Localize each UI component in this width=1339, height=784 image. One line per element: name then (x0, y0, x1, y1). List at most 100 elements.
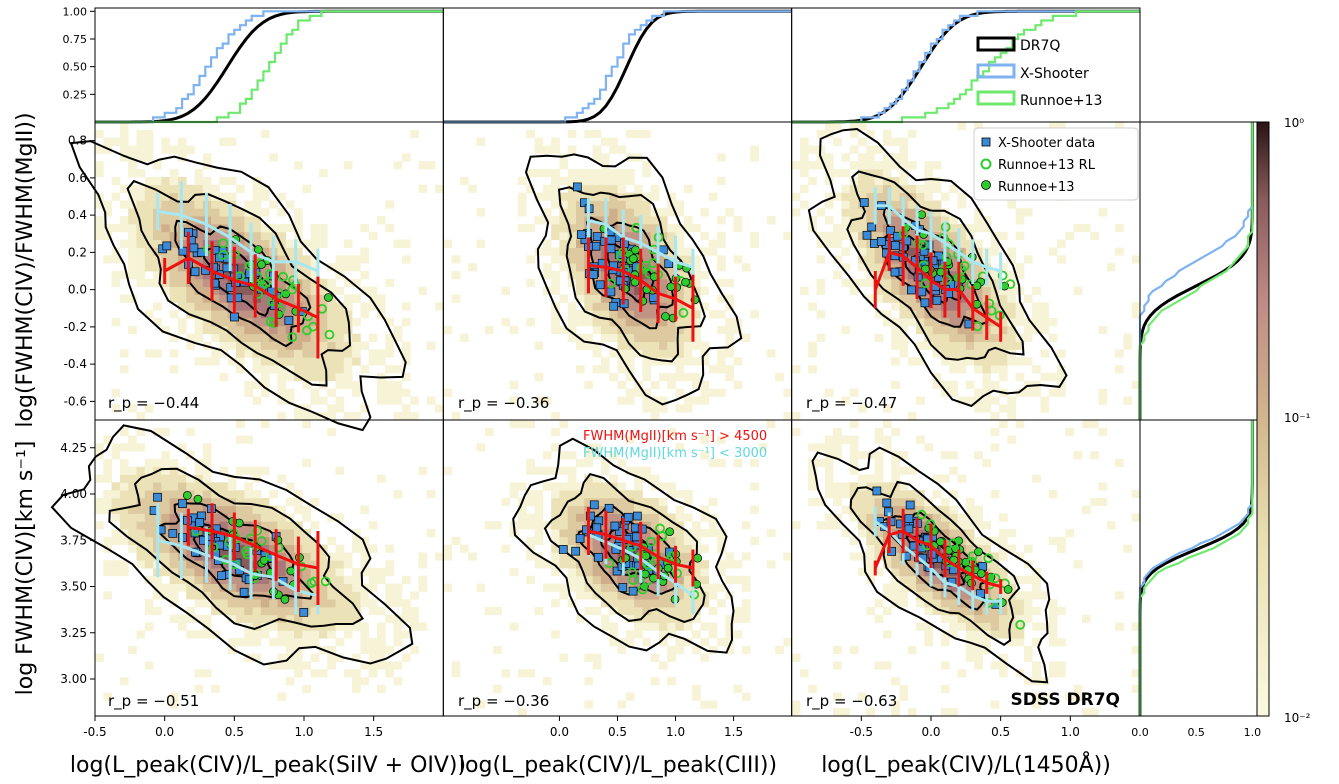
heat-cell (169, 239, 179, 248)
heat-cell (136, 239, 146, 248)
heat-cell (833, 497, 842, 507)
heat-cell (294, 216, 303, 225)
heat-cell (136, 552, 146, 561)
heat-cell (285, 365, 295, 374)
heat-cell (211, 333, 220, 342)
heat-cell (260, 466, 270, 475)
heat-cell (169, 365, 179, 374)
heat-cell (1098, 388, 1108, 397)
heat-cell (675, 325, 685, 335)
heat-cell (932, 349, 942, 358)
heat-cell (858, 247, 867, 256)
heat-cell (791, 700, 801, 709)
heat-cell (368, 333, 378, 342)
heat-cell (849, 184, 859, 193)
heat-cell (882, 583, 892, 592)
heat-cell (343, 263, 353, 272)
heat-cell (352, 583, 361, 592)
heat-cell (260, 184, 270, 193)
heat-cell (949, 184, 958, 193)
heat-cell (169, 271, 179, 280)
heat-cell (634, 622, 643, 631)
heat-cell (791, 365, 801, 374)
heat-cell (136, 129, 146, 139)
heat-cell (435, 404, 444, 413)
heat-cell (244, 380, 253, 390)
heat-cell (683, 325, 693, 335)
heat-cell (327, 341, 336, 350)
xshooter-point (217, 571, 226, 580)
heat-cell (136, 184, 146, 193)
heat-cell (849, 505, 859, 514)
ytick-label-ratio: 0.6 (68, 171, 87, 185)
heat-cell (260, 263, 270, 272)
heat-cell (700, 271, 710, 280)
heat-cell (211, 606, 220, 616)
heat-cell (310, 653, 320, 662)
heat-cell (692, 263, 701, 272)
heat-cell (584, 700, 594, 709)
heat-cell (658, 552, 668, 561)
heat-cell (708, 630, 718, 639)
heat-cell (136, 412, 146, 421)
heat-cell (974, 286, 983, 295)
heat-cell (816, 443, 826, 452)
heat-cell (849, 122, 859, 131)
heat-cell (882, 318, 892, 327)
heat-cell (634, 497, 643, 507)
heat-cell (252, 208, 262, 217)
heat-cell (899, 302, 909, 311)
heat-cell (1015, 575, 1025, 584)
heat-cell (1048, 599, 1058, 608)
heat-cell (907, 247, 917, 256)
heat-cell (974, 661, 983, 670)
heat-cell (592, 653, 602, 662)
heat-cell (858, 692, 867, 701)
heat-cell (327, 661, 336, 670)
heat-cell (360, 544, 370, 553)
heat-cell (741, 521, 751, 530)
heat-cell (310, 552, 320, 561)
legend-top-runnoe: Runnoe+13 (1020, 93, 1102, 109)
runnoe-point (257, 260, 266, 269)
heat-cell (708, 645, 718, 655)
heat-cell (725, 325, 735, 335)
heat-cell (609, 497, 618, 507)
heat-cell (244, 286, 253, 295)
heat-cell (642, 271, 652, 280)
heat-cell (874, 458, 884, 468)
heat-cell (227, 568, 237, 577)
heat-cell (642, 161, 652, 170)
heat-cell (609, 451, 618, 460)
heat-cell (874, 271, 884, 280)
heat-cell (866, 497, 875, 507)
heat-cell (169, 560, 179, 569)
xshooter-point (890, 267, 900, 277)
heat-cell (559, 153, 569, 162)
xshooter-point (190, 267, 200, 277)
heat-cell (692, 255, 701, 264)
heat-cell (144, 153, 154, 162)
heat-cell (584, 490, 594, 499)
heat-cell (211, 216, 220, 225)
heat-cell (252, 622, 262, 631)
heat-cell (260, 129, 270, 139)
heat-cell (327, 552, 336, 561)
heat-cell (144, 349, 154, 358)
heat-cell (874, 216, 884, 225)
heat-cell (683, 349, 693, 358)
heat-cell (1090, 451, 1099, 460)
heat-cell (277, 365, 287, 374)
heat-cell (650, 606, 660, 616)
heat-cell (957, 575, 967, 584)
heat-cell (177, 255, 187, 264)
heat-cell (717, 294, 726, 303)
heat-cell (526, 129, 535, 139)
heat-cell (658, 349, 668, 358)
heat-cell (833, 137, 842, 146)
heat-cell (924, 575, 934, 584)
heat-cell (965, 614, 975, 623)
heat-cell (576, 223, 585, 233)
frame-side-ratio (1139, 121, 1259, 421)
heat-cell (700, 599, 710, 608)
